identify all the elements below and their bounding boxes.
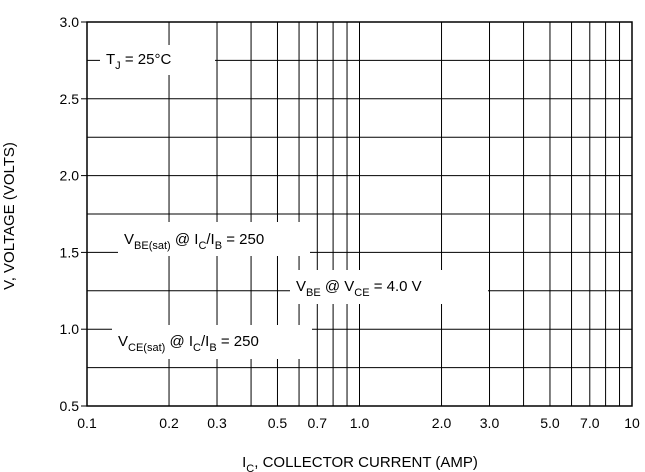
x-tick-label: 3.0 [480,415,500,431]
x-tick-label: 7.0 [580,415,600,431]
x-axis-title: IC, COLLECTOR CURRENT (AMP) [242,454,478,472]
vce-sat-label-mask [112,325,312,359]
x-tick-label: 0.7 [308,415,328,431]
plot-frame [86,21,633,407]
y-tick-label: 2.0 [60,168,80,184]
tj-label-mask [100,45,215,75]
x-tick-label: 2.0 [432,415,452,431]
plot-grid [81,21,632,407]
y-tick-label: 1.5 [60,244,80,260]
y-tick-label: 2.5 [60,91,80,107]
vbe-on-annotation: VBE @ VCE = 4.0 V [296,278,422,299]
x-tick-label: 0.5 [268,415,288,431]
vce-sat-annotation: VCE(sat) @ IC/IB = 250 [118,333,259,354]
vbe-sat-label-mask [118,222,310,256]
vbe-sat-annotation: VBE(sat) @ IC/IB = 250 [124,231,264,252]
x-tick-label: 0.2 [159,415,179,431]
tj-annotation: TJ = 25°C [106,51,171,72]
x-tick-label: 10 [624,415,640,431]
x-tick-label: 5.0 [540,415,560,431]
y-tick-label: 1.0 [60,321,80,337]
x-tick-labels: 0.1 0.2 0.3 0.5 0.7 1.0 2.0 3.0 5.0 7.0 10 [77,415,640,431]
y-tick-labels: 0.5 1.0 1.5 2.0 2.5 3.0 [60,14,80,414]
y-axis-title: V, VOLTAGE (VOLTS) [1,142,18,290]
vbe-on-label-mask [290,270,488,304]
y-tick-label: 0.5 [60,398,80,414]
x-tick-label: 0.1 [77,415,97,431]
y-tick-label: 3.0 [60,14,80,30]
x-tick-label: 1.0 [350,415,370,431]
x-tick-label: 0.3 [207,415,227,431]
